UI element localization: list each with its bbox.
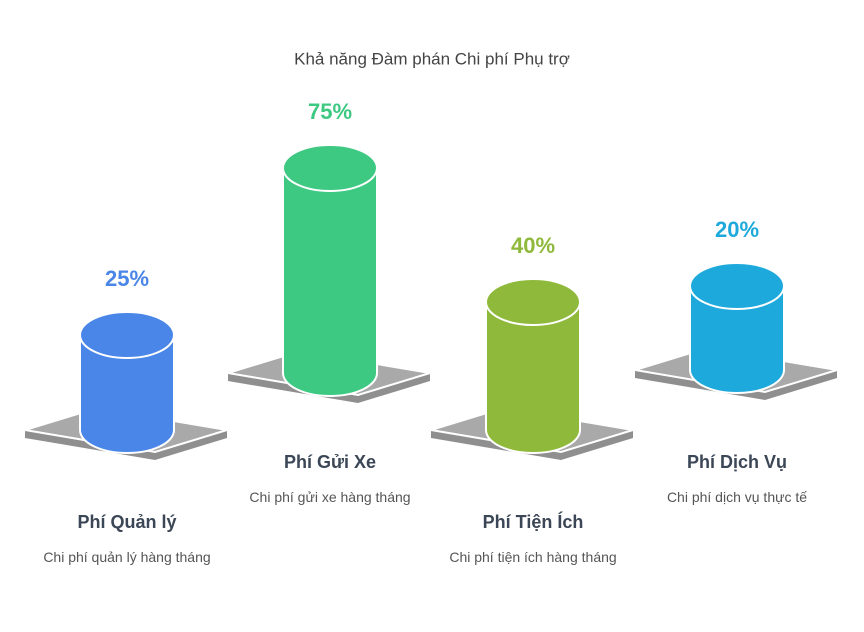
value-label: 20% <box>715 217 759 242</box>
category-label: Phí Dịch Vụ <box>686 452 787 472</box>
description: Chi phí tiện ích hàng tháng <box>449 549 617 565</box>
cylinder-top <box>689 262 785 310</box>
platform-side <box>635 370 837 400</box>
category-label: Phí Quản lý <box>77 512 177 532</box>
platform-side <box>431 430 633 460</box>
cylinder <box>485 301 581 454</box>
description: Chi phí dịch vụ thực tế <box>666 489 808 505</box>
category-label: Phí Gửi Xe <box>283 452 377 472</box>
cylinder-top <box>79 311 175 359</box>
platform-side <box>25 430 227 460</box>
cylinder-top <box>282 144 378 192</box>
cylinder <box>689 285 785 394</box>
chart-title: Khả năng Đàm phán Chi phí Phụ trợ <box>294 49 570 68</box>
cylinder <box>79 334 175 454</box>
description: Chi phí quản lý hàng tháng <box>43 549 211 565</box>
description: Chi phí gửi xe hàng tháng <box>249 489 411 505</box>
platform-side <box>228 373 430 403</box>
cylinder-top <box>485 278 581 326</box>
value-label: 40% <box>511 233 555 258</box>
value-label: 75% <box>308 99 352 124</box>
category-label: Phí Tiện Ích <box>482 512 584 532</box>
cylinder <box>282 167 378 397</box>
value-label: 25% <box>105 266 149 291</box>
